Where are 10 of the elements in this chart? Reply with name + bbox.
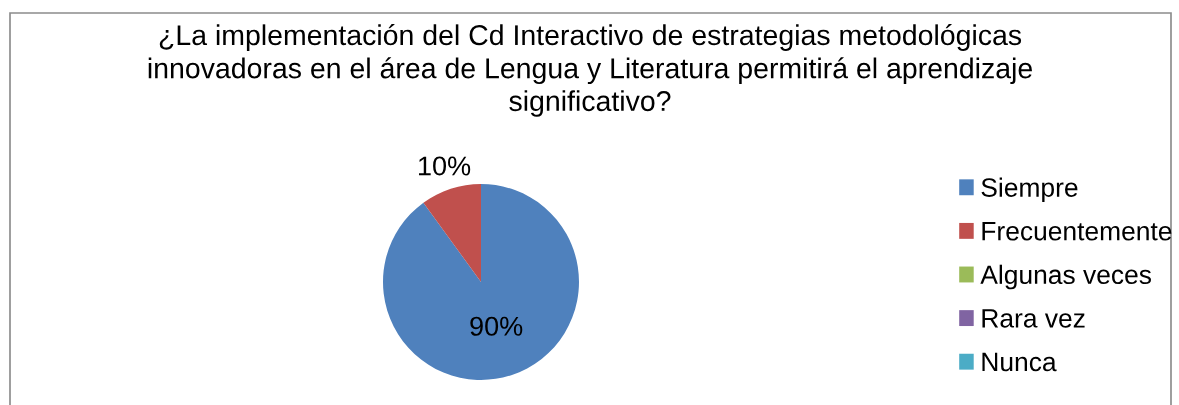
pie-slice <box>423 184 481 282</box>
pie-slice <box>383 184 579 380</box>
legend-label: Frecuentemente <box>982 222 1172 241</box>
chart-title: ¿La implementación del Cd Interactivo de estrategias metodológicas innovadoras en el área de Lengua y Literatura permitirá el aprendizaje significativo? <box>148 24 1032 117</box>
legend-label: Siempre <box>981 177 1078 203</box>
legend-label: Rara vez <box>982 309 1085 328</box>
data-label: 10% <box>419 156 471 176</box>
legend-label: Nunca <box>982 352 1057 372</box>
legend-label: Algunas veces <box>980 264 1151 290</box>
data-label: 90% <box>470 316 523 336</box>
